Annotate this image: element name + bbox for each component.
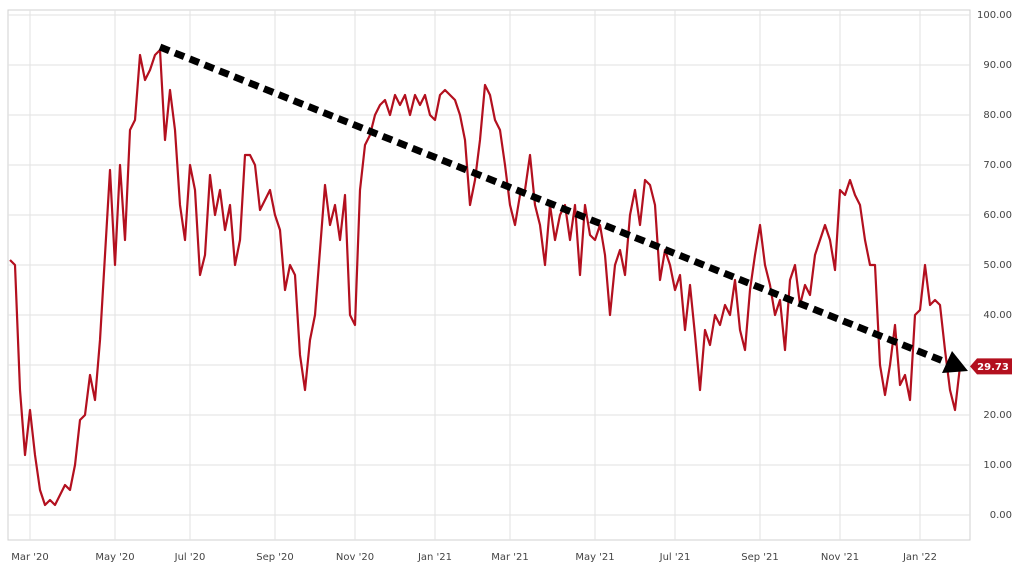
trend-line [158,43,950,367]
x-tick-label: May '20 [95,552,134,563]
x-tick-label: Sep '21 [741,552,779,563]
plot-frame [7,9,971,541]
data-line [9,48,962,507]
x-tick-label: Jan '21 [417,552,452,563]
x-tick-label: May '21 [575,552,614,563]
x-tick-label: Mar '21 [491,552,529,563]
last-value-label: 29.73 [977,362,1009,373]
y-tick-label: 90.00 [983,60,1012,71]
x-tick-label: Jul '21 [659,552,691,563]
y-tick-label: 60.00 [983,210,1012,221]
plot [9,48,962,507]
x-tick-label: Jul '20 [174,552,206,563]
grid [7,9,971,541]
last-value-tag [970,358,1012,375]
y-tick-label: 20.00 [983,410,1012,421]
labels: 0.0010.0020.0030.0040.0050.0060.0070.008… [11,10,1012,563]
x-tick-label: Sep '20 [256,552,294,563]
x-tick-label: Nov '20 [336,552,374,563]
x-tick-label: Jan '22 [902,552,937,563]
y-tick-label: 0.00 [990,510,1012,521]
trend-arrow [158,43,968,373]
arrow-head [942,351,968,373]
y-tick-label: 70.00 [983,160,1012,171]
y-tick-label: 50.00 [983,260,1012,271]
x-tick-label: Mar '20 [11,552,49,563]
y-tick-label: 80.00 [983,110,1012,121]
x-tick-label: Nov '21 [821,552,859,563]
y-tick-label: 10.00 [983,460,1012,471]
y-tick-label: 100.00 [977,10,1012,21]
y-tick-label: 40.00 [983,310,1012,321]
